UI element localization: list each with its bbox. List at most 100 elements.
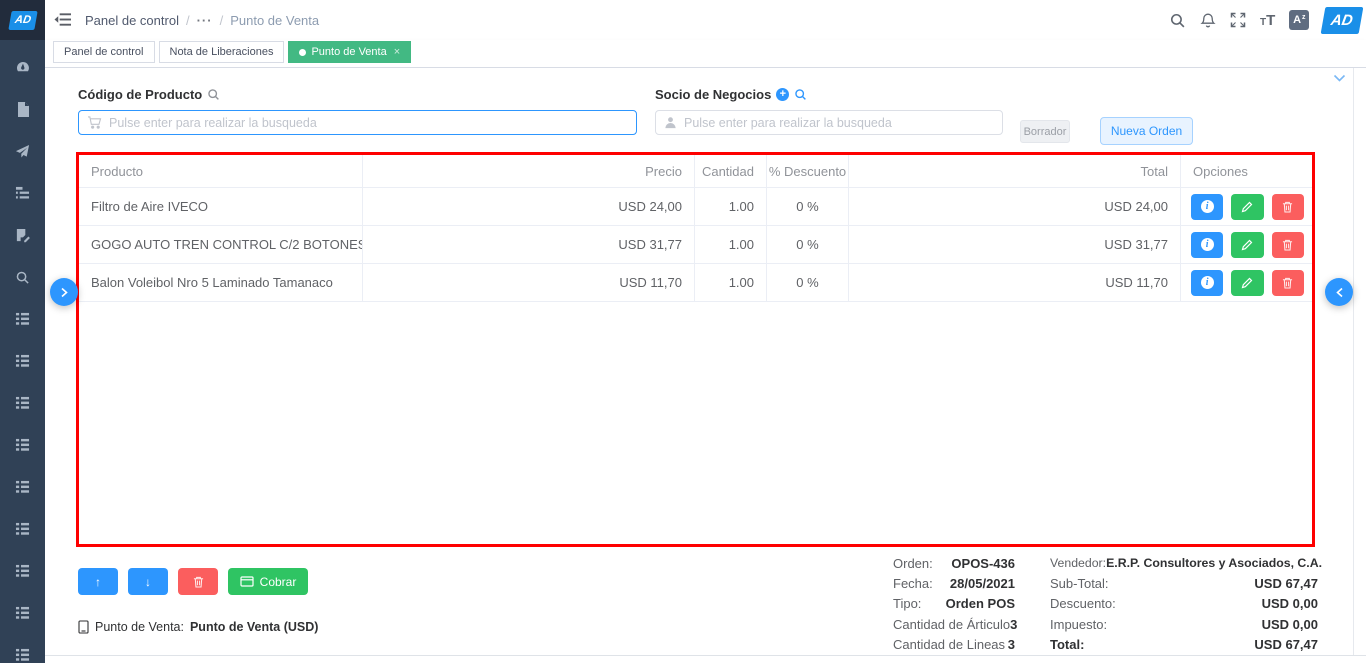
trash-icon — [193, 576, 204, 588]
breadcrumb-item-current: Punto de Venta — [230, 12, 320, 28]
row-edit-button[interactable] — [1231, 193, 1264, 220]
table-row[interactable]: Filtro de Aire IVECO USD 24,00 1.00 0 % … — [79, 188, 1312, 226]
pencil-icon — [1241, 239, 1253, 251]
product-search-input[interactable] — [109, 115, 628, 130]
menu-list-icon[interactable] — [0, 424, 45, 466]
partner-search-icon[interactable] — [794, 88, 807, 101]
app-logo-small: AD — [7, 10, 38, 30]
breadcrumb-collapsed[interactable]: ··· — [196, 12, 213, 28]
search-sidebar-icon[interactable] — [0, 256, 45, 298]
person-icon — [664, 116, 677, 129]
cell-total: USD 24,00 — [849, 188, 1181, 225]
pos-terminal-line: Punto de Venta: Punto de Venta (USD) — [78, 620, 318, 634]
cell-cantidad: 1.00 — [695, 188, 767, 225]
new-order-button[interactable]: Nueva Orden — [1100, 117, 1193, 145]
sidebar-logo[interactable]: AD — [0, 0, 45, 40]
menu-list-icon[interactable] — [0, 466, 45, 508]
collapse-panel-chevron-icon[interactable] — [1333, 74, 1346, 83]
cell-producto: Filtro de Aire IVECO — [79, 188, 363, 225]
summary-row-cantidad-lineas: Cantidad de Lineas 3 — [893, 637, 1015, 653]
partner-search-field — [655, 110, 1003, 135]
info-icon: i — [1200, 276, 1214, 289]
menu-list-icon[interactable] — [0, 592, 45, 634]
search-icon[interactable] — [1169, 12, 1186, 29]
row-delete-button[interactable] — [1271, 269, 1304, 296]
column-header-opciones: Opciones — [1193, 163, 1248, 179]
tab-panel-de-control[interactable]: Panel de control — [53, 41, 155, 63]
cell-descuento: 0 % — [767, 264, 849, 301]
summary-row-vendedor: Vendedor: E.R.P. Consultores y Asociados,… — [1050, 556, 1323, 571]
expand-right-panel-button[interactable] — [1325, 278, 1353, 306]
breadcrumb: Panel de control / ··· / Punto de Venta — [85, 0, 319, 40]
cell-producto: Balon Voleibol Nro 5 Laminado Tamanaco — [79, 264, 363, 301]
menu-list-icon[interactable] — [0, 508, 45, 550]
menu-list-icon[interactable] — [0, 634, 45, 663]
dashboard-icon[interactable] — [0, 46, 45, 88]
cell-cantidad: 1.00 — [695, 264, 767, 301]
right-panel-divider — [1353, 68, 1354, 655]
row-edit-button[interactable] — [1231, 231, 1264, 258]
move-line-up-button[interactable]: ↑ — [78, 568, 118, 595]
document-icon[interactable] — [0, 88, 45, 130]
arrow-down-icon: ↓ — [145, 574, 151, 589]
document-edit-icon[interactable] — [0, 214, 45, 256]
trash-icon — [1282, 277, 1293, 289]
app-logo[interactable]: AD — [1320, 6, 1364, 34]
tab-close-icon[interactable]: × — [393, 46, 401, 58]
column-header-descuento: % Descuento — [767, 155, 849, 187]
tree-list-icon[interactable] — [0, 172, 45, 214]
info-icon: i — [1200, 238, 1214, 251]
cell-producto: GOGO AUTO TREN CONTROL C/2 BOTONES — [79, 226, 363, 263]
product-search-icon[interactable] — [207, 88, 220, 101]
tab-nota-de-liberaciones[interactable]: Nota de Liberaciones — [158, 41, 285, 63]
trash-icon — [1282, 239, 1293, 251]
cell-descuento: 0 % — [767, 188, 849, 225]
order-lines-highlight: Producto Precio Cantidad % Descuento Tot… — [76, 152, 1315, 547]
row-info-button[interactable]: i — [1191, 269, 1224, 296]
send-icon[interactable] — [0, 130, 45, 172]
add-partner-icon[interactable]: + — [776, 88, 790, 101]
main-area: Panel de control / ··· / Punto de Venta … — [45, 0, 1366, 663]
menu-list-icon[interactable] — [0, 298, 45, 340]
cell-opciones: i — [1181, 188, 1312, 225]
row-info-button[interactable]: i — [1191, 193, 1224, 220]
summary-row-cantidad-articulo: Cantidad de Árticulo 3 — [893, 616, 1018, 632]
table-row[interactable]: GOGO AUTO TREN CONTROL C/2 BOTONES USD 3… — [79, 226, 1312, 264]
pencil-icon — [1241, 201, 1253, 213]
info-icon: i — [1200, 200, 1214, 213]
tab-punto-de-venta[interactable]: Punto de Venta × — [288, 41, 412, 63]
cell-precio: USD 11,70 — [363, 264, 695, 301]
column-header-cantidad: Cantidad — [695, 155, 767, 187]
column-header-producto: Producto — [79, 155, 363, 187]
fullscreen-icon[interactable] — [1230, 12, 1246, 28]
menu-list-icon[interactable] — [0, 340, 45, 382]
row-edit-button[interactable] — [1231, 269, 1264, 296]
draft-button[interactable]: Borrador — [1020, 120, 1070, 143]
cell-precio: USD 31,77 — [363, 226, 695, 263]
summary-row-descuento: Descuento: USD 0,00 — [1050, 596, 1318, 612]
sidebar-menu — [0, 46, 45, 663]
row-info-button[interactable]: i — [1191, 231, 1224, 258]
move-line-down-button[interactable]: ↓ — [128, 568, 168, 595]
table-row[interactable]: Balon Voleibol Nro 5 Laminado Tamanaco U… — [79, 264, 1312, 302]
charge-button[interactable]: Cobrar — [228, 568, 308, 595]
column-header-precio: Precio — [363, 155, 695, 187]
breadcrumb-item[interactable]: Panel de control — [85, 12, 179, 28]
row-delete-button[interactable] — [1271, 193, 1304, 220]
sidebar-toggle-icon[interactable] — [54, 12, 71, 27]
partner-search-input[interactable] — [684, 115, 994, 130]
delete-line-button[interactable] — [178, 568, 218, 595]
expand-left-panel-button[interactable] — [50, 278, 78, 306]
summary-row-impuesto: Impuesto: USD 0,00 — [1050, 616, 1318, 632]
summary-row-orden: Orden: OPOS-436 — [893, 555, 1015, 571]
menu-list-icon[interactable] — [0, 550, 45, 592]
product-code-label: Código de Producto — [78, 87, 220, 102]
arrow-up-icon: ↑ — [95, 574, 101, 589]
menu-list-icon[interactable] — [0, 382, 45, 424]
column-header-total: Total — [849, 155, 1181, 187]
row-delete-button[interactable] — [1271, 231, 1304, 258]
breadcrumb-separator: / — [185, 12, 190, 28]
bell-icon[interactable] — [1200, 12, 1216, 29]
